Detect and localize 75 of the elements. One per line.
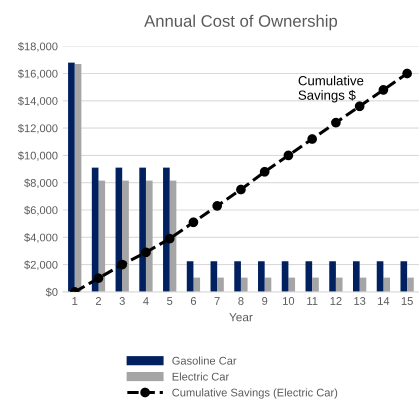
bar: [98, 180, 106, 292]
y-tick-label: $2,000: [24, 260, 58, 270]
point: [188, 217, 198, 228]
bar: [312, 278, 319, 292]
point: [307, 134, 318, 144]
bar: [329, 261, 336, 292]
point: [331, 118, 341, 128]
bar: [217, 278, 224, 292]
x-tick-label: 4: [143, 297, 149, 305]
y-tick-label: $6,000: [24, 206, 58, 216]
x-tick-label: 15: [402, 297, 413, 305]
chart-title: Annual Cost of Ownership: [144, 14, 338, 30]
point: [117, 260, 128, 270]
bar: [352, 261, 360, 292]
x-tick-label: 10: [283, 297, 294, 305]
y-tick-label: $14,000: [18, 96, 58, 106]
legend-label: Electric Car: [172, 372, 229, 381]
bar: [258, 261, 265, 292]
point: [378, 85, 388, 95]
point: [260, 166, 270, 177]
point: [141, 247, 151, 258]
bar: [376, 261, 384, 292]
x-tick-label: 13: [354, 297, 366, 305]
x-tick-label: 8: [238, 297, 244, 305]
bar: [282, 261, 288, 292]
point: [236, 184, 246, 194]
y-tick-label: $0: [46, 288, 58, 297]
bar: [234, 261, 241, 292]
point: [94, 273, 104, 284]
bar: [336, 278, 343, 292]
bar: [407, 278, 414, 292]
y-tick-label: $8,000: [24, 178, 58, 188]
x-tick-label: 14: [378, 297, 390, 305]
point: [402, 68, 412, 78]
x-tick-label: 7: [214, 297, 220, 305]
bar: [116, 168, 122, 292]
bar: [170, 180, 176, 292]
bar: [122, 180, 129, 292]
annotation: Cumulative Savings $: [298, 76, 364, 102]
x-tick-label: 9: [262, 297, 268, 305]
bar: [92, 168, 98, 292]
legend-label: Gasoline Car: [172, 356, 236, 365]
legend-label: Cumulative Savings (Electric Car): [172, 388, 338, 399]
bar: [400, 261, 408, 292]
y-tick-label: $16,000: [18, 69, 58, 79]
bar: [193, 278, 200, 292]
x-tick-label: 11: [307, 297, 318, 305]
bar: [68, 62, 75, 292]
x-tick-label: 3: [120, 297, 125, 305]
x-axis-title: Year: [229, 313, 253, 322]
y-tick-label: $10,000: [18, 151, 58, 161]
x-tick-label: 5: [167, 297, 172, 305]
point: [354, 101, 365, 112]
bar: [163, 168, 170, 292]
bar: [383, 278, 390, 292]
bar: [360, 278, 366, 292]
x-tick-label: 2: [96, 297, 101, 305]
bar: [306, 261, 312, 292]
x-tick-label: 6: [190, 297, 196, 305]
bar: [186, 261, 194, 292]
point: [212, 201, 222, 211]
bar: [139, 168, 146, 292]
y-tick-label: $4,000: [24, 233, 58, 243]
y-tick-label: $18,000: [18, 42, 58, 52]
point: [284, 150, 294, 160]
bar: [288, 278, 296, 292]
bar: [74, 64, 82, 292]
bar: [264, 278, 272, 292]
bar: [240, 278, 248, 292]
x-tick-label: 1: [72, 297, 78, 305]
point: [164, 234, 175, 244]
bar: [210, 261, 218, 292]
y-tick-label: $12,000: [18, 124, 58, 134]
x-tick-label: 12: [330, 297, 342, 305]
bar: [146, 180, 153, 292]
